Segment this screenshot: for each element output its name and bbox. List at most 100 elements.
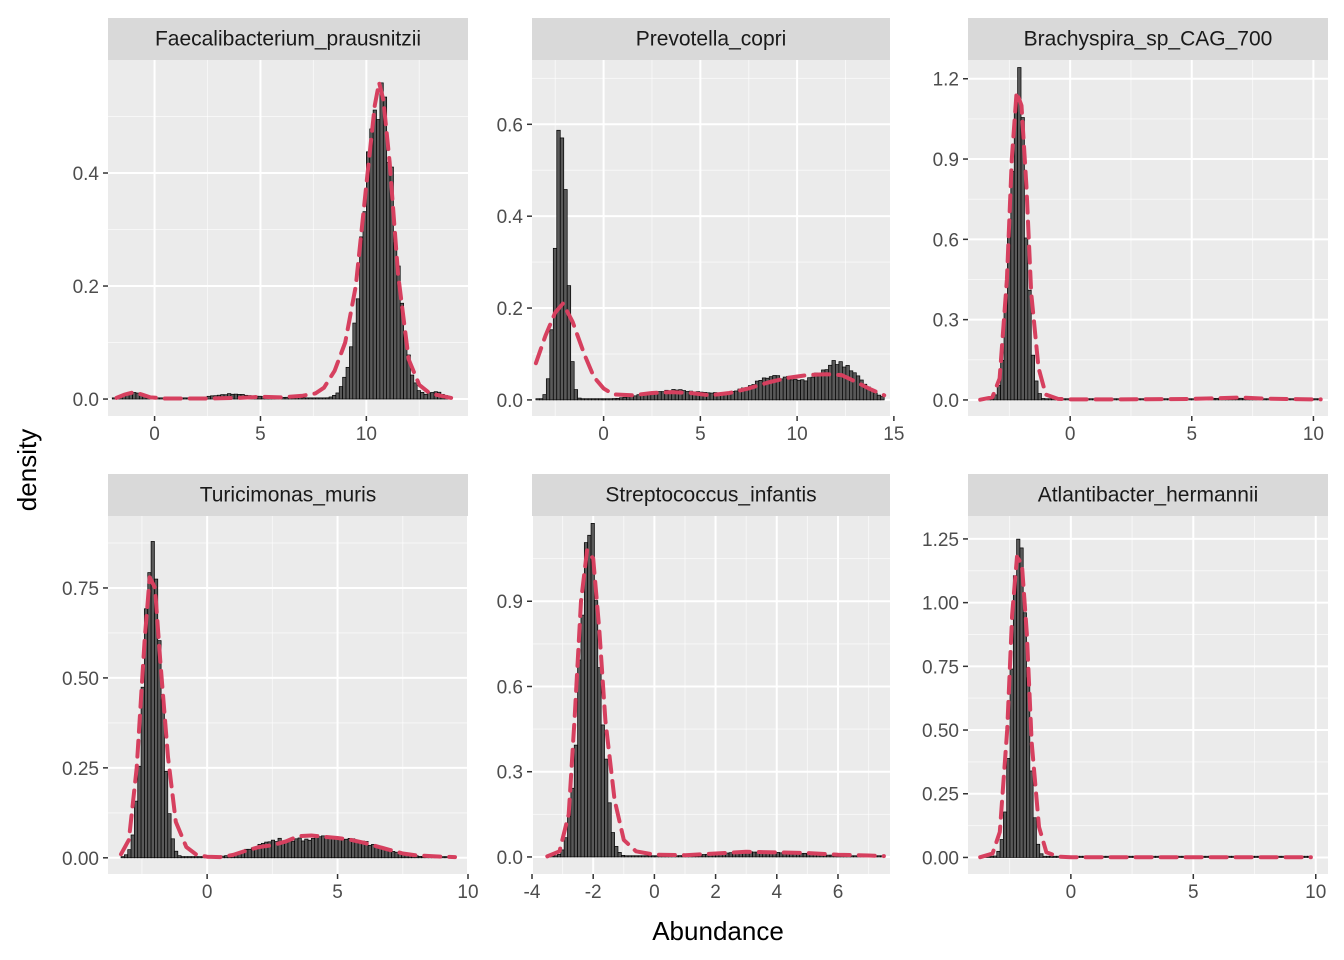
panel-background (532, 60, 890, 416)
x-tick-label: 0 (202, 882, 213, 903)
histogram-bar (430, 392, 435, 400)
histogram-bar (678, 855, 683, 858)
histogram-bar (311, 838, 316, 859)
histogram-bar (701, 854, 706, 858)
histogram-bar (563, 189, 568, 401)
histogram-bar (810, 376, 815, 401)
histogram-bar (1052, 855, 1057, 858)
histogram-bar (1049, 855, 1054, 858)
facet-panel: Brachyspira_sp_CAG_700 0 5 10 0.0 0.3 0.6 0.9 1.… (933, 18, 1328, 445)
facet-panel: Turicimonas_muris 0 5 10 0.00 0.25 0.50 0.75 (62, 474, 479, 903)
histogram (535, 129, 885, 401)
x-tick-label: 10 (356, 424, 377, 445)
x-tick-label: 10 (787, 424, 808, 445)
x-tick-label: 10 (1305, 882, 1326, 903)
histogram-bar (389, 166, 394, 400)
histogram-bar (796, 379, 801, 401)
histogram-bar (1042, 855, 1047, 858)
facet-title: Faecalibacterium_prausnitzii (155, 28, 421, 51)
y-tick-label: 0.00 (62, 849, 99, 870)
histogram-bar (800, 379, 805, 401)
y-tick-label: 1.25 (922, 530, 959, 551)
histogram-bar (608, 398, 613, 401)
histogram-bar (802, 852, 807, 858)
histogram-bar (335, 392, 340, 400)
histogram-bar (354, 840, 359, 859)
histogram-bar (1047, 398, 1053, 401)
histogram-bar (641, 855, 646, 858)
facet-panel: Atlantibacter_hermannii 0 5 10 0.00 0.25 0.50 0… (922, 474, 1328, 903)
facet-panel: Prevotella_copri 0 5 10 15 0.0 0.2 0.4 0.6 (497, 18, 904, 445)
x-tick-label: 0 (149, 424, 160, 445)
y-tick-label: 0.50 (922, 721, 959, 742)
histogram-bar (637, 855, 642, 858)
histogram-bar (318, 397, 323, 400)
histogram-bar (233, 393, 238, 400)
histogram-bar (1227, 855, 1232, 858)
histogram-bar (807, 377, 812, 401)
histogram-bar (1079, 855, 1084, 858)
histogram-bar (1034, 380, 1039, 401)
facet-strip (532, 18, 890, 60)
histogram-bar (305, 397, 310, 400)
histogram-bar (627, 855, 632, 858)
histogram-bar (624, 855, 629, 858)
histogram-bar (1155, 855, 1160, 858)
histogram-bar (1204, 855, 1209, 858)
histogram-bar (563, 837, 568, 858)
histogram-bar (140, 686, 145, 859)
histogram (546, 523, 885, 858)
histogram-bar (194, 856, 199, 859)
histogram-bar (545, 378, 551, 401)
histogram-bar (328, 396, 333, 400)
x-tick-label: 5 (695, 424, 706, 445)
histogram-bar (567, 816, 572, 858)
histogram-bar (1163, 398, 1168, 401)
histogram-bar (789, 379, 794, 401)
histogram-bar (814, 372, 819, 401)
x-tick-label: 0 (649, 882, 660, 903)
histogram-bar (996, 384, 1001, 401)
histogram-bar (570, 787, 575, 858)
histogram-bar (779, 378, 784, 401)
x-tick-label: 5 (1188, 882, 1199, 903)
histogram-bar (1254, 855, 1259, 858)
histogram-bar (1139, 398, 1144, 401)
histogram-bar (410, 374, 415, 400)
histogram-bar (423, 393, 428, 400)
histogram-bar (321, 835, 326, 859)
facet-title: Atlantibacter_hermannii (1038, 484, 1259, 507)
histogram-bar (782, 376, 788, 401)
histogram-bar (294, 838, 299, 859)
histogram (120, 541, 456, 859)
histogram-bar (177, 855, 182, 859)
histogram-bar (1016, 538, 1021, 858)
histogram-bar (307, 839, 312, 859)
histogram-bar (311, 397, 316, 400)
histogram-bar (270, 839, 275, 859)
x-tick-label: 4 (771, 882, 782, 903)
histogram-bar (325, 397, 330, 400)
histogram-bar (607, 802, 612, 858)
histogram-bar (996, 850, 1001, 858)
histogram-bar (754, 380, 760, 401)
histogram-bar (553, 855, 558, 858)
histogram-bar (549, 329, 554, 401)
y-tick-label: 0.4 (73, 164, 100, 185)
x-tick-label: 0 (598, 424, 609, 445)
histogram (111, 82, 452, 400)
histogram-bar (786, 375, 791, 401)
histogram-bar (583, 542, 589, 858)
y-tick-label: 0.2 (73, 277, 99, 298)
histogram-bar (1039, 853, 1044, 858)
histogram-bar (127, 849, 132, 859)
histogram-bar (647, 855, 652, 858)
histogram-bar (324, 837, 329, 859)
histogram-bar (852, 372, 857, 401)
histogram-bar (1006, 758, 1011, 858)
histogram-bar (620, 854, 626, 858)
histogram-bar (341, 838, 346, 859)
histogram-bar (1030, 354, 1035, 401)
y-tick-label: 0.6 (933, 230, 959, 251)
histogram-bar (1029, 770, 1034, 858)
